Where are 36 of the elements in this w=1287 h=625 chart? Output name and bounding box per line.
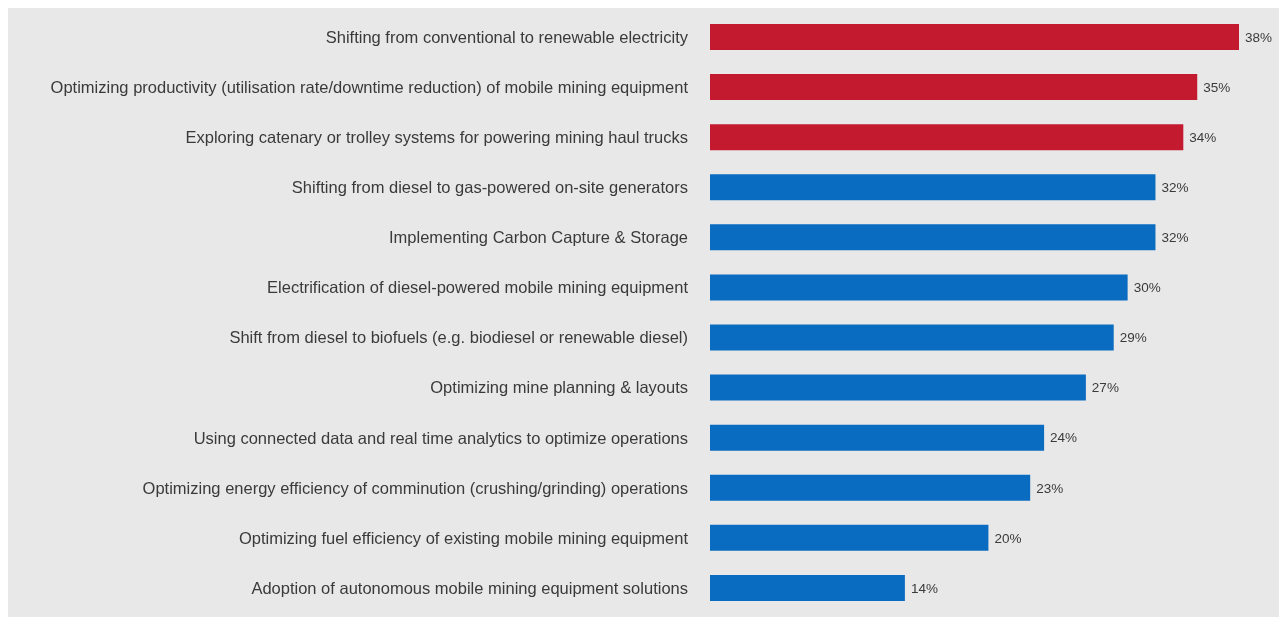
- bar: [710, 74, 1198, 101]
- bar: [710, 174, 1156, 201]
- bar: [710, 424, 1045, 451]
- data-label: 24%: [1050, 430, 1078, 446]
- bar: [710, 524, 989, 551]
- bar: [710, 574, 905, 601]
- bar: [710, 124, 1184, 151]
- y-tick-label: Electrification of diesel-powered mobile mining equipment: [267, 278, 689, 297]
- data-label: 38%: [1245, 29, 1273, 45]
- y-tick-label: Using connected data and real time analytics to optimize operations: [193, 428, 688, 447]
- data-label: 23%: [1036, 480, 1064, 496]
- bar: [710, 274, 1128, 301]
- y-tick-label: Exploring catenary or trolley systems for powering mining haul trucks: [185, 128, 688, 147]
- data-label: 34%: [1189, 129, 1217, 145]
- y-tick-label: Shifting from conventional to renewable electricity: [325, 27, 689, 46]
- bar: [710, 224, 1156, 251]
- data-label: 35%: [1203, 79, 1231, 95]
- y-tick-label: Optimizing fuel efficiency of existing mobile mining equipment: [238, 528, 689, 547]
- y-tick-label: Optimizing productivity (utilisation rate/downtime reduction) of mobile mining equipment: [50, 77, 689, 96]
- data-label: 32%: [1161, 180, 1189, 196]
- data-label: 20%: [994, 530, 1022, 546]
- bar: [710, 374, 1086, 401]
- data-label: 14%: [910, 580, 938, 596]
- bar: [710, 24, 1239, 51]
- data-label: 29%: [1119, 330, 1147, 346]
- y-tick-label: Optimizing mine planning & layouts: [430, 378, 688, 397]
- y-tick-label: Adoption of autonomous mobile mining equipment solutions: [251, 578, 688, 597]
- y-tick-label: Implementing Carbon Capture & Storage: [389, 228, 688, 247]
- bar: [710, 474, 1031, 501]
- data-label: 27%: [1091, 380, 1119, 396]
- y-tick-label: Shifting from diesel to gas-powered on-site generators: [291, 178, 688, 197]
- bar: [710, 324, 1114, 351]
- data-label: 30%: [1133, 280, 1161, 296]
- data-label: 32%: [1161, 230, 1189, 246]
- y-tick-label: Shift from diesel to biofuels (e.g. biodiesel or renewable diesel): [229, 328, 688, 347]
- y-tick-label: Optimizing energy efficiency of comminution (crushing/grinding) operations: [142, 478, 688, 497]
